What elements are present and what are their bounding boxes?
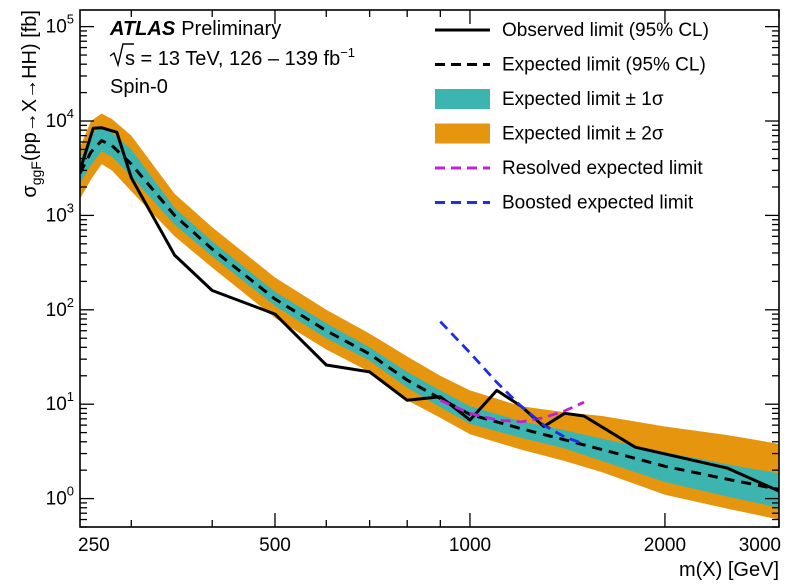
y-tick-base: 10 <box>46 205 67 226</box>
x-tick-label: 2000 <box>644 535 686 556</box>
x-tick-label: 250 <box>78 535 110 556</box>
legend-label: Boosted expected limit <box>502 193 694 214</box>
y-axis-label-post: (pp→X→HH) [fb] <box>19 10 41 161</box>
y-tick-base: 10 <box>46 394 67 415</box>
x-axis-label: m(X) [GeV] <box>679 559 779 581</box>
legend-item: Expected limit (95% CL) <box>435 55 706 76</box>
legend-swatch <box>435 89 490 109</box>
axis-ticks <box>80 10 780 528</box>
y-tick-label: 101 <box>46 389 74 415</box>
observed-limit-line <box>80 126 779 493</box>
y-tick-label: 100 <box>46 484 74 510</box>
legend: Observed limit (95% CL) Expected limit (9… <box>435 20 709 214</box>
energy-line: s = 13 TeV, 126 – 139 fb−1 <box>125 45 355 70</box>
y-tick-base: 10 <box>46 300 67 321</box>
y-tick-exp: 2 <box>67 295 74 310</box>
legend-label: Observed limit (95% CL) <box>502 20 709 41</box>
y-tick-exp: 4 <box>67 106 74 121</box>
y-tick-base: 10 <box>46 17 67 38</box>
legend-item: Expected limit ± 2σ <box>435 123 664 145</box>
y-tick-label: 102 <box>46 295 74 321</box>
boosted-expected-line <box>439 320 585 446</box>
experiment-name: ATLAS <box>109 18 176 40</box>
legend-label: Resolved expected limit <box>502 158 703 179</box>
y-tick-exp: 3 <box>67 200 74 215</box>
info-block: ATLAS Preliminary s = 13 TeV, 126 – 139 f… <box>109 18 355 98</box>
plot-content <box>80 113 779 520</box>
model-label: Spin-0 <box>110 76 168 98</box>
y-tick-label: 103 <box>46 200 74 226</box>
x-tick-label: 1000 <box>449 535 491 556</box>
experiment-line: ATLAS Preliminary <box>109 18 281 40</box>
band-1sigma <box>80 127 779 508</box>
y-tick-label: 105 <box>46 12 74 38</box>
legend-label: Expected limit (95% CL) <box>502 55 706 76</box>
legend-label: Expected limit ± 2σ <box>502 124 664 145</box>
sqrt-symbol-icon <box>109 43 134 68</box>
y-tick-base: 10 <box>46 489 67 510</box>
energy-unit-exp: −1 <box>340 45 355 60</box>
y-axis-label-pre: σ <box>19 185 41 198</box>
y-tick-label: 104 <box>46 106 74 132</box>
resolved-expected-line <box>439 399 585 424</box>
energy-text: s = 13 TeV, 126 – 139 fb <box>125 48 340 70</box>
y-tick-exp: 1 <box>67 389 74 404</box>
y-axis-label: σggF(pp→X→HH) [fb] <box>19 10 44 198</box>
y-tick-exp: 5 <box>67 12 74 27</box>
y-tick-exp: 0 <box>67 484 74 499</box>
legend-item: Boosted expected limit <box>435 193 694 214</box>
band-2sigma <box>80 113 779 520</box>
y-tick-base: 10 <box>46 111 67 132</box>
legend-label: Expected limit ± 1σ <box>502 89 664 110</box>
x-tick-label: 500 <box>259 535 291 556</box>
legend-swatch <box>435 123 490 144</box>
legend-item: Resolved expected limit <box>435 158 703 179</box>
plot-frame <box>79 9 780 528</box>
legend-item: Observed limit (95% CL) <box>435 20 709 41</box>
x-tick-label: 3000 <box>739 535 781 556</box>
legend-item: Expected limit ± 1σ <box>435 89 664 110</box>
y-axis-label-sub: ggF <box>28 161 44 185</box>
status-label: Preliminary <box>181 18 281 40</box>
